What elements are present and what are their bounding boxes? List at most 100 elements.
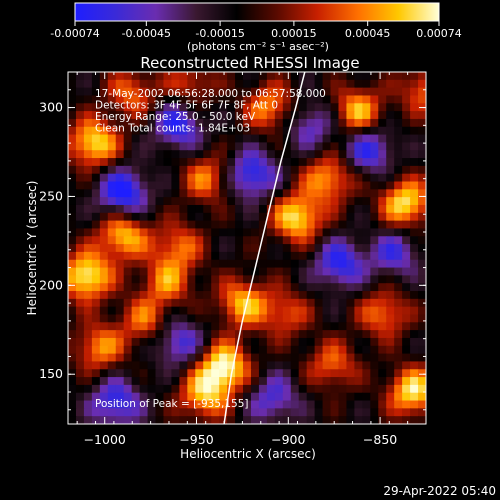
heatmap-cell [171,126,180,136]
heatmap-cell [394,142,403,151]
heatmap-cell [171,291,180,300]
heatmap-cell [266,345,276,355]
heatmap-cell [163,103,173,112]
heatmap-cell [274,330,284,339]
heatmap-cell [354,118,363,128]
heatmap-cell [75,72,85,81]
heatmap-cell [68,228,77,237]
heatmap-cell [378,181,387,190]
heatmap-cell [123,228,133,237]
heatmap-cell [418,158,426,167]
heatmap-cell [410,165,419,175]
heatmap-cell [250,330,260,339]
heatmap-cell [274,204,284,214]
heatmap-cell [330,150,340,159]
heatmap-cell [330,118,340,128]
heatmap-cell [91,275,101,284]
heatmap-cell [155,291,165,300]
heatmap-cell [187,314,196,323]
heatmap-cell [171,181,180,190]
heatmap-cell [330,377,340,386]
heatmap-cell [330,345,340,355]
heatmap-cell [115,369,125,378]
heatmap-cell [274,228,284,237]
heatmap-cell [155,173,165,183]
heatmap-cell [147,79,157,89]
heatmap-cell [306,377,316,386]
heatmap-cell [68,298,77,308]
heatmap-cell [83,306,93,316]
heatmap-cell [354,251,363,261]
heatmap-cell [378,173,387,183]
heatmap-cell [418,400,426,409]
heatmap-cell [306,111,316,120]
heatmap-cell [258,189,268,198]
heatmap-cell [354,384,363,394]
heatmap-cell [179,361,188,370]
heatmap-cell [75,322,85,331]
heatmap-cell [219,228,228,237]
x-tick-label: −1000 [84,432,126,447]
heatmap-cell [378,361,387,370]
heatmap-cell [115,79,125,89]
heatmap-cell [314,275,324,284]
heatmap-cell [179,118,188,128]
heatmap-cell [243,150,252,159]
heatmap-cell [147,228,157,237]
heatmap-cell [346,173,355,183]
heatmap-cell [75,384,85,394]
heatmap-cell [179,189,188,198]
heatmap-cell [243,306,252,316]
heatmap-cell [195,72,204,81]
heatmap-cell [306,330,316,339]
heatmap-cell [322,103,332,112]
heatmap-cell [83,345,93,355]
heatmap-cell [83,165,93,175]
heatmap-cell [163,220,173,230]
heatmap-cell [298,400,308,409]
heatmap-cell [91,361,101,370]
heatmap-cell [123,236,133,245]
heatmap-cell [187,212,196,222]
heatmap-cell [187,79,196,89]
y-tick-label: 250 [39,188,63,203]
heatmap-cell [410,416,419,424]
heatmap-cell [258,95,268,104]
heatmap-cell [211,220,220,230]
heatmap-cell [68,181,77,190]
heatmap-cell [91,251,101,261]
heatmap-cell [107,369,117,378]
heatmap-cell [235,322,244,331]
heatmap-cell [99,189,109,198]
heatmap-cell [282,283,292,292]
heatmap-cell [362,118,371,128]
heatmap-cell [123,95,133,104]
heatmap-cell [91,416,101,424]
heatmap-cell [203,267,212,276]
annotation-block: 17-May-2002 06:56:28.000 to 06:57:58.000… [95,88,326,135]
heatmap-cell [187,345,196,355]
heatmap-cell [386,87,395,97]
heatmap-cell [171,392,180,402]
heatmap-cell [91,400,101,409]
heatmap-cell [195,103,204,112]
heatmap-cell [354,298,363,308]
heatmap-cell [250,306,260,316]
heatmap-cell [131,322,141,331]
heatmap-cell [266,251,276,261]
heatmap-cell [179,322,188,331]
heatmap-cell [258,408,268,417]
heatmap-cell [211,369,220,378]
heatmap-cell [410,392,419,402]
heatmap-cell [203,377,212,386]
heatmap-cell [330,142,340,151]
heatmap-cell [282,369,292,378]
heatmap-cell [123,103,133,112]
heatmap-cell [243,408,252,417]
heatmap-cell [402,369,411,378]
heatmap-cell [290,142,300,151]
heatmap-cell [68,204,77,214]
heatmap-cell [195,283,204,292]
heatmap-cell [282,103,292,112]
heatmap-cell [306,298,316,308]
